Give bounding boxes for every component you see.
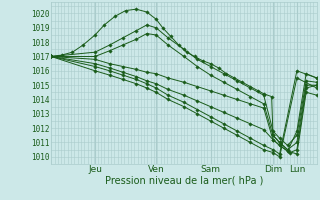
X-axis label: Pression niveau de la mer( hPa ): Pression niveau de la mer( hPa ) xyxy=(105,176,263,186)
